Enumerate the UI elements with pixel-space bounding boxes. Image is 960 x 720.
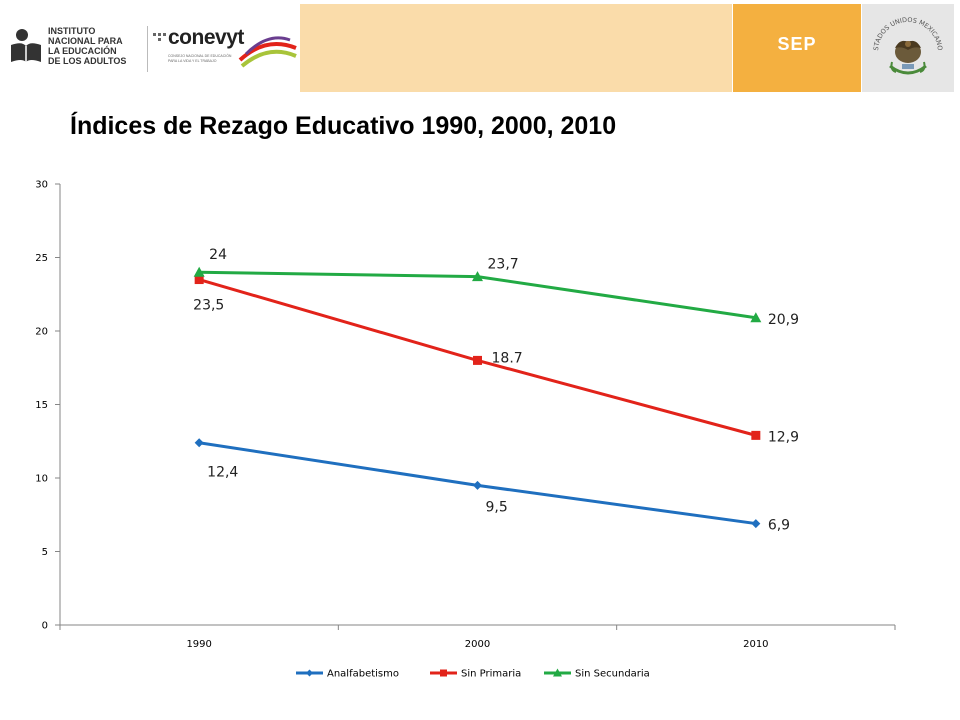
x-tick-label: 2010 <box>743 639 768 650</box>
y-tick-label: 10 <box>35 474 48 485</box>
y-tick-label: 0 <box>42 621 48 632</box>
conevyt-tagline: CONSEJO NACIONAL DE EDUCACIÓN PARA LA VI… <box>168 54 232 63</box>
data-point <box>473 355 482 365</box>
data-point <box>473 480 482 490</box>
data-point <box>751 430 761 440</box>
conevyt-wordmark: conevyt <box>168 26 244 49</box>
y-tick-label: 15 <box>35 400 48 411</box>
data-label: 23,5 <box>193 298 224 314</box>
page-title: Índices de Rezago Educativo 1990, 2000, … <box>70 112 617 140</box>
data-point <box>194 438 204 448</box>
reading-person-logo-icon <box>11 29 41 62</box>
inea-name: INSTITUTO NACIONAL PARA LA EDUCACIÓN DE … <box>48 26 127 66</box>
data-point <box>193 266 205 277</box>
inea-logo: INSTITUTO NACIONAL PARA LA EDUCACIÓN DE … <box>8 20 148 76</box>
data-label: 12,4 <box>207 465 238 481</box>
legend-marker <box>440 669 447 677</box>
chart-axes: 0 5 10 15 20 25 30 1990 2000 2010 <box>35 180 896 650</box>
y-tick-label: 25 <box>35 253 48 264</box>
y-tick-label: 30 <box>35 180 48 191</box>
x-tick-label: 2000 <box>465 639 490 650</box>
chart-legend: Analfabetismo Sin Primaria Sin Secundaria <box>296 668 650 680</box>
conevyt-dots-icon <box>153 33 166 41</box>
header-band-sep: SEP <box>733 4 861 92</box>
conevyt-swoosh-icon <box>238 36 297 68</box>
data-label: 9,5 <box>486 499 508 515</box>
data-label: 12,9 <box>768 429 799 445</box>
legend-marker <box>553 668 562 677</box>
series-markers <box>193 266 762 529</box>
data-point <box>472 271 483 282</box>
sep-label: SEP <box>777 34 817 54</box>
data-label: 6,9 <box>768 518 790 534</box>
header-band-peach <box>300 4 732 92</box>
data-labels: 12,4 9,5 6,9 23,5 18.7 12,9 24 23,7 20,9 <box>193 247 799 533</box>
data-label: 23,7 <box>488 257 519 273</box>
legend-marker <box>306 669 313 677</box>
legend-label: Sin Secundaria <box>575 669 650 680</box>
x-tick-label: 1990 <box>186 639 211 650</box>
header: INSTITUTO NACIONAL PARA LA EDUCACIÓN DE … <box>0 0 960 96</box>
data-label: 20,9 <box>768 312 799 328</box>
data-label: 18.7 <box>492 350 523 366</box>
conevyt-logo: conevyt CONSEJO NACIONAL DE EDUCACIÓN PA… <box>152 24 297 76</box>
legend-label: Analfabetismo <box>327 669 399 680</box>
data-point <box>750 312 762 323</box>
logo-divider <box>147 26 148 72</box>
data-label: 24 <box>209 247 227 263</box>
data-point <box>751 519 761 529</box>
y-tick-label: 5 <box>42 547 48 558</box>
y-tick-label: 20 <box>35 327 48 338</box>
legend-label: Sin Primaria <box>461 669 521 680</box>
data-point <box>194 275 204 285</box>
mexican-coat-of-arms-icon: ESTADOS UNIDOS MEXICANOS <box>870 8 944 75</box>
